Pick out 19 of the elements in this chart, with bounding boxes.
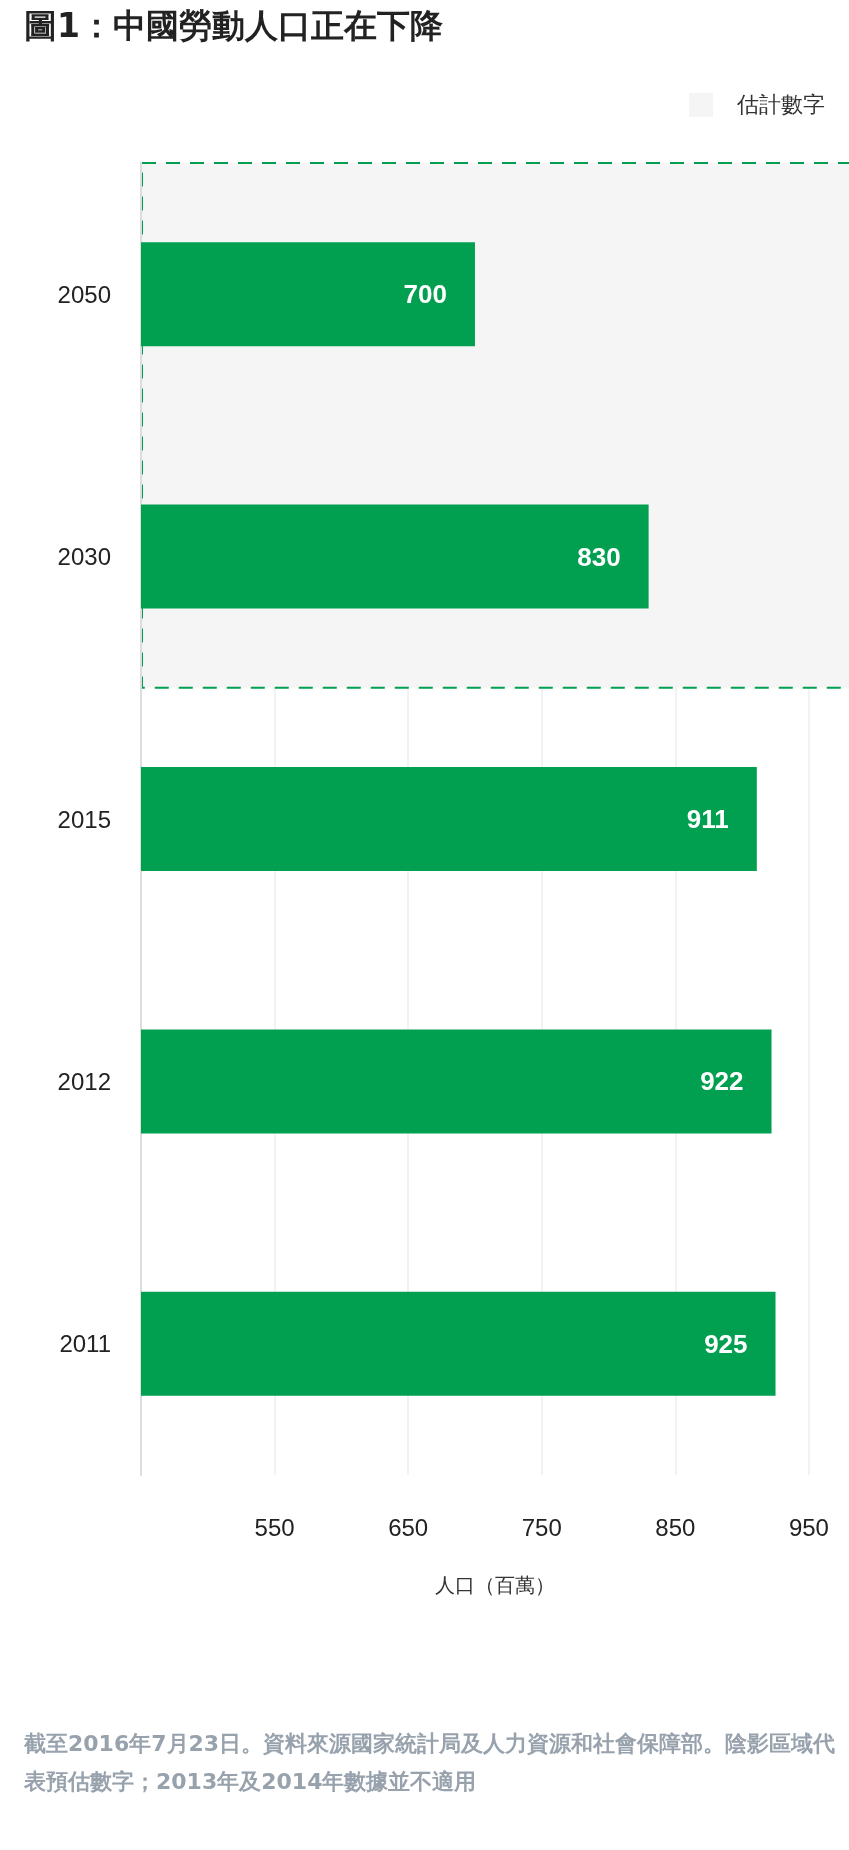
band-label: 估計數字 xyxy=(737,91,825,119)
y-tick-label: 2012 xyxy=(57,1067,111,1095)
text: 截至2016年7月23日。資料來源國家統計局及人力資源和社會保障部。陰影區域代表預估數字；2013年及2014年數據並不適用 xyxy=(24,1730,837,1796)
data-label: 700 xyxy=(403,279,447,310)
y-tick-label: 2050 xyxy=(57,280,111,308)
x-tick-label: 650 xyxy=(388,1513,429,1541)
x-tick-label: 550 xyxy=(254,1513,295,1541)
data-label: 830 xyxy=(577,541,621,572)
data-label: 922 xyxy=(700,1066,744,1097)
x-axis-title: 人口（百萬） xyxy=(435,1573,555,1597)
data-label: 925 xyxy=(704,1328,748,1359)
x-tick-label: 750 xyxy=(521,1513,562,1541)
chart-title: 圖1：中國勞動人口正在下降 xyxy=(24,5,443,47)
data-label: 911 xyxy=(686,804,729,834)
y-tick-label: 2011 xyxy=(59,1330,111,1358)
y-tick-label: 2015 xyxy=(57,805,111,833)
y-tick-label: 2030 xyxy=(57,543,111,571)
x-tick-label: 950 xyxy=(788,1513,829,1541)
x-tick-label: 850 xyxy=(655,1513,696,1541)
